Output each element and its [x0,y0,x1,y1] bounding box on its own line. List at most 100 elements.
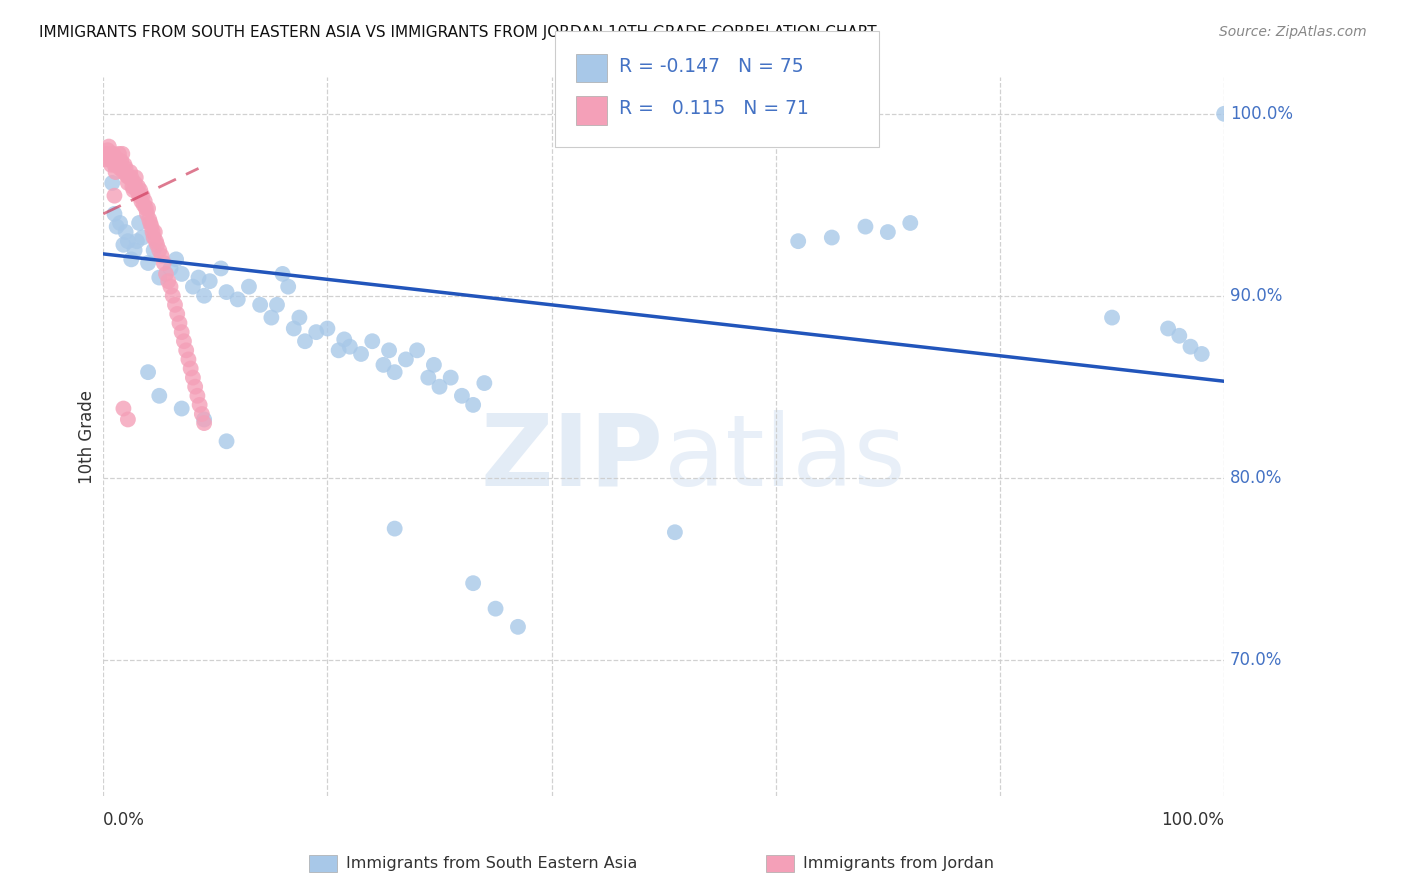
Point [152,256,174,270]
Point [124,176,146,190]
Point [107,153,129,167]
Point [177,352,200,367]
Point [142,230,165,244]
Point [114,161,136,176]
Point [124,244,146,258]
Point [184,380,207,394]
Point [288,310,311,325]
Point [384,522,406,536]
Text: 0.0%: 0.0% [103,811,145,829]
Point [188,398,211,412]
Point [104,165,127,179]
Point [451,389,474,403]
Point [440,370,463,384]
Point [165,252,187,267]
Point [94,153,117,167]
Point [339,340,361,354]
Text: Immigrants from South Eastern Asia: Immigrants from South Eastern Asia [346,856,637,871]
Point [108,216,131,230]
Point [472,376,495,390]
Point [120,170,142,185]
Point [103,158,125,172]
Point [305,325,328,339]
Point [423,358,446,372]
Point [260,310,283,325]
Point [122,183,145,197]
Point [148,389,170,403]
Point [1180,340,1202,354]
Point [266,298,288,312]
Point [463,576,485,591]
Point [125,170,148,185]
Point [209,261,232,276]
Point [145,234,167,248]
Point [148,244,170,258]
Point [131,188,153,202]
Point [193,412,215,426]
Point [191,407,214,421]
Point [328,343,350,358]
Point [294,334,316,349]
Point [155,267,177,281]
Text: IMMIGRANTS FROM SOUTH EASTERN ASIA VS IMMIGRANTS FROM JORDAN 10TH GRADE CORRELAT: IMMIGRANTS FROM SOUTH EASTERN ASIA VS IM… [39,25,877,40]
Point [361,334,384,349]
Point [898,216,921,230]
Point [103,146,125,161]
Point [193,289,215,303]
Point [100,158,122,172]
Point [333,333,356,347]
Point [170,401,193,416]
Y-axis label: 10th Grade: 10th Grade [79,390,96,483]
Point [101,153,124,167]
Point [484,601,506,615]
Point [118,170,141,185]
Text: 100.0%: 100.0% [1230,105,1292,123]
Point [198,274,221,288]
Point [418,370,440,384]
Point [112,401,135,416]
Point [129,183,152,197]
Point [131,230,153,244]
Text: R = -0.147   N = 75: R = -0.147 N = 75 [619,57,803,77]
Point [103,188,125,202]
Point [108,161,131,176]
Point [787,234,810,248]
Point [117,412,139,426]
Point [105,158,128,172]
Point [1101,310,1123,325]
Point [664,525,686,540]
Point [98,153,121,167]
Point [135,202,157,216]
Point [117,234,139,248]
Point [141,219,163,234]
Point [134,194,156,209]
Point [120,165,142,179]
Point [136,365,159,379]
Text: ZIP: ZIP [481,409,664,507]
Point [238,279,260,293]
Point [506,620,529,634]
Point [117,176,139,190]
Point [186,389,208,403]
Point [112,165,135,179]
Point [136,256,159,270]
Point [855,219,877,234]
Point [139,216,162,230]
Point [181,370,204,384]
Point [114,158,136,172]
Point [1157,321,1180,335]
Point [112,237,135,252]
Point [142,244,165,258]
Point [429,380,451,394]
Point [162,289,184,303]
Text: atlas: atlas [664,409,905,507]
Point [169,316,191,330]
Point [406,343,429,358]
Point [1213,107,1236,121]
Point [138,212,160,227]
Point [373,358,395,372]
Point [157,274,180,288]
Point [108,146,131,161]
Text: 70.0%: 70.0% [1230,650,1282,669]
Point [1191,347,1213,361]
